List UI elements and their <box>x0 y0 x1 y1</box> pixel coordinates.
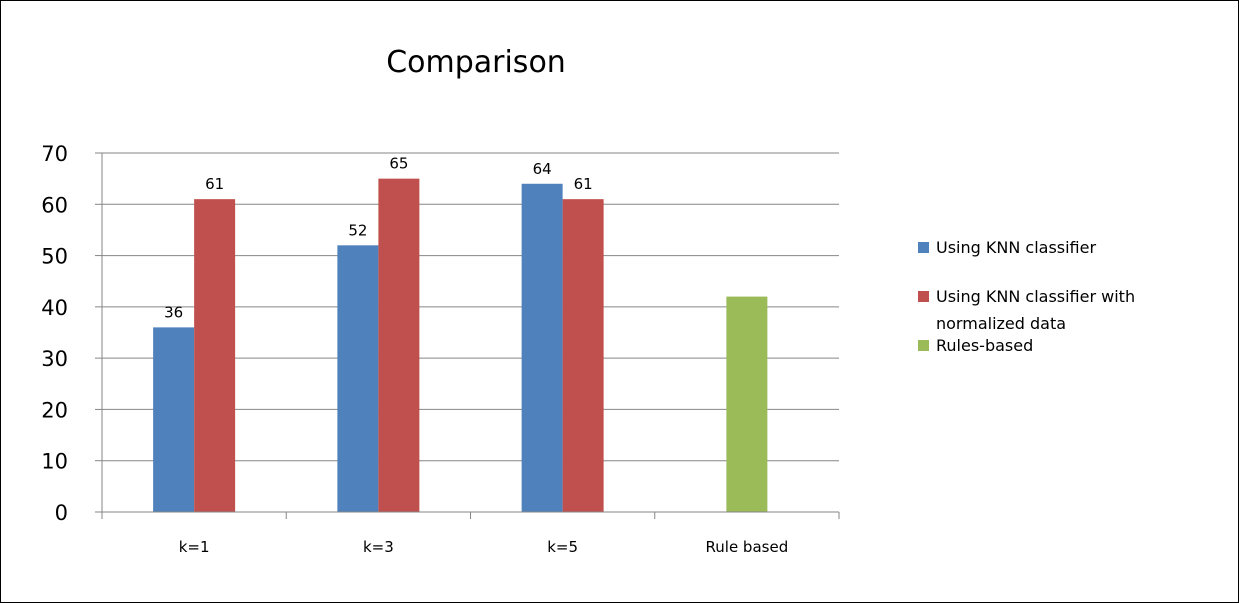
data-label: 36 <box>164 303 183 321</box>
legend-label: Using KNN classifier <box>936 238 1096 257</box>
legend-swatch <box>918 340 929 351</box>
x-category-label: k=3 <box>363 538 394 556</box>
bar <box>378 178 420 512</box>
chart-title: Comparison <box>386 45 566 80</box>
data-label: 61 <box>574 175 593 193</box>
x-category-label: k=1 <box>179 538 210 556</box>
legend-label: normalized data <box>936 314 1066 333</box>
bar <box>562 199 604 512</box>
bar <box>337 245 379 513</box>
legend-label: Rules-based <box>936 336 1033 355</box>
bar <box>194 199 236 512</box>
y-tick-label: 0 <box>55 501 68 525</box>
data-label: 64 <box>533 160 552 178</box>
bar <box>726 296 768 512</box>
bars <box>153 178 768 513</box>
y-tick-label: 30 <box>41 347 68 371</box>
data-label: 61 <box>205 175 224 193</box>
legend-swatch <box>918 242 929 253</box>
data-label: 65 <box>389 155 408 173</box>
y-tick-label: 20 <box>41 398 68 422</box>
axes <box>95 152 840 519</box>
y-tick-label: 70 <box>41 142 68 166</box>
y-tick-label: 60 <box>41 193 68 217</box>
bar <box>521 183 563 512</box>
legend-label: Using KNN classifier with <box>936 287 1135 306</box>
y-tick-label: 40 <box>41 296 68 320</box>
legend-swatch <box>918 291 929 302</box>
bar <box>153 327 195 512</box>
x-category-label: k=5 <box>547 538 578 556</box>
labels: 0 10 20 30 40 50 60 70 k=1 k=3 k=5 Rule based 36 61 52… <box>41 142 788 556</box>
data-label: 52 <box>348 221 367 239</box>
y-tick-label: 10 <box>41 450 68 474</box>
legend: Using KNN classifier Using KNN classifier… <box>918 238 1135 355</box>
x-category-label: Rule based <box>706 538 789 556</box>
y-tick-label: 50 <box>41 245 68 269</box>
